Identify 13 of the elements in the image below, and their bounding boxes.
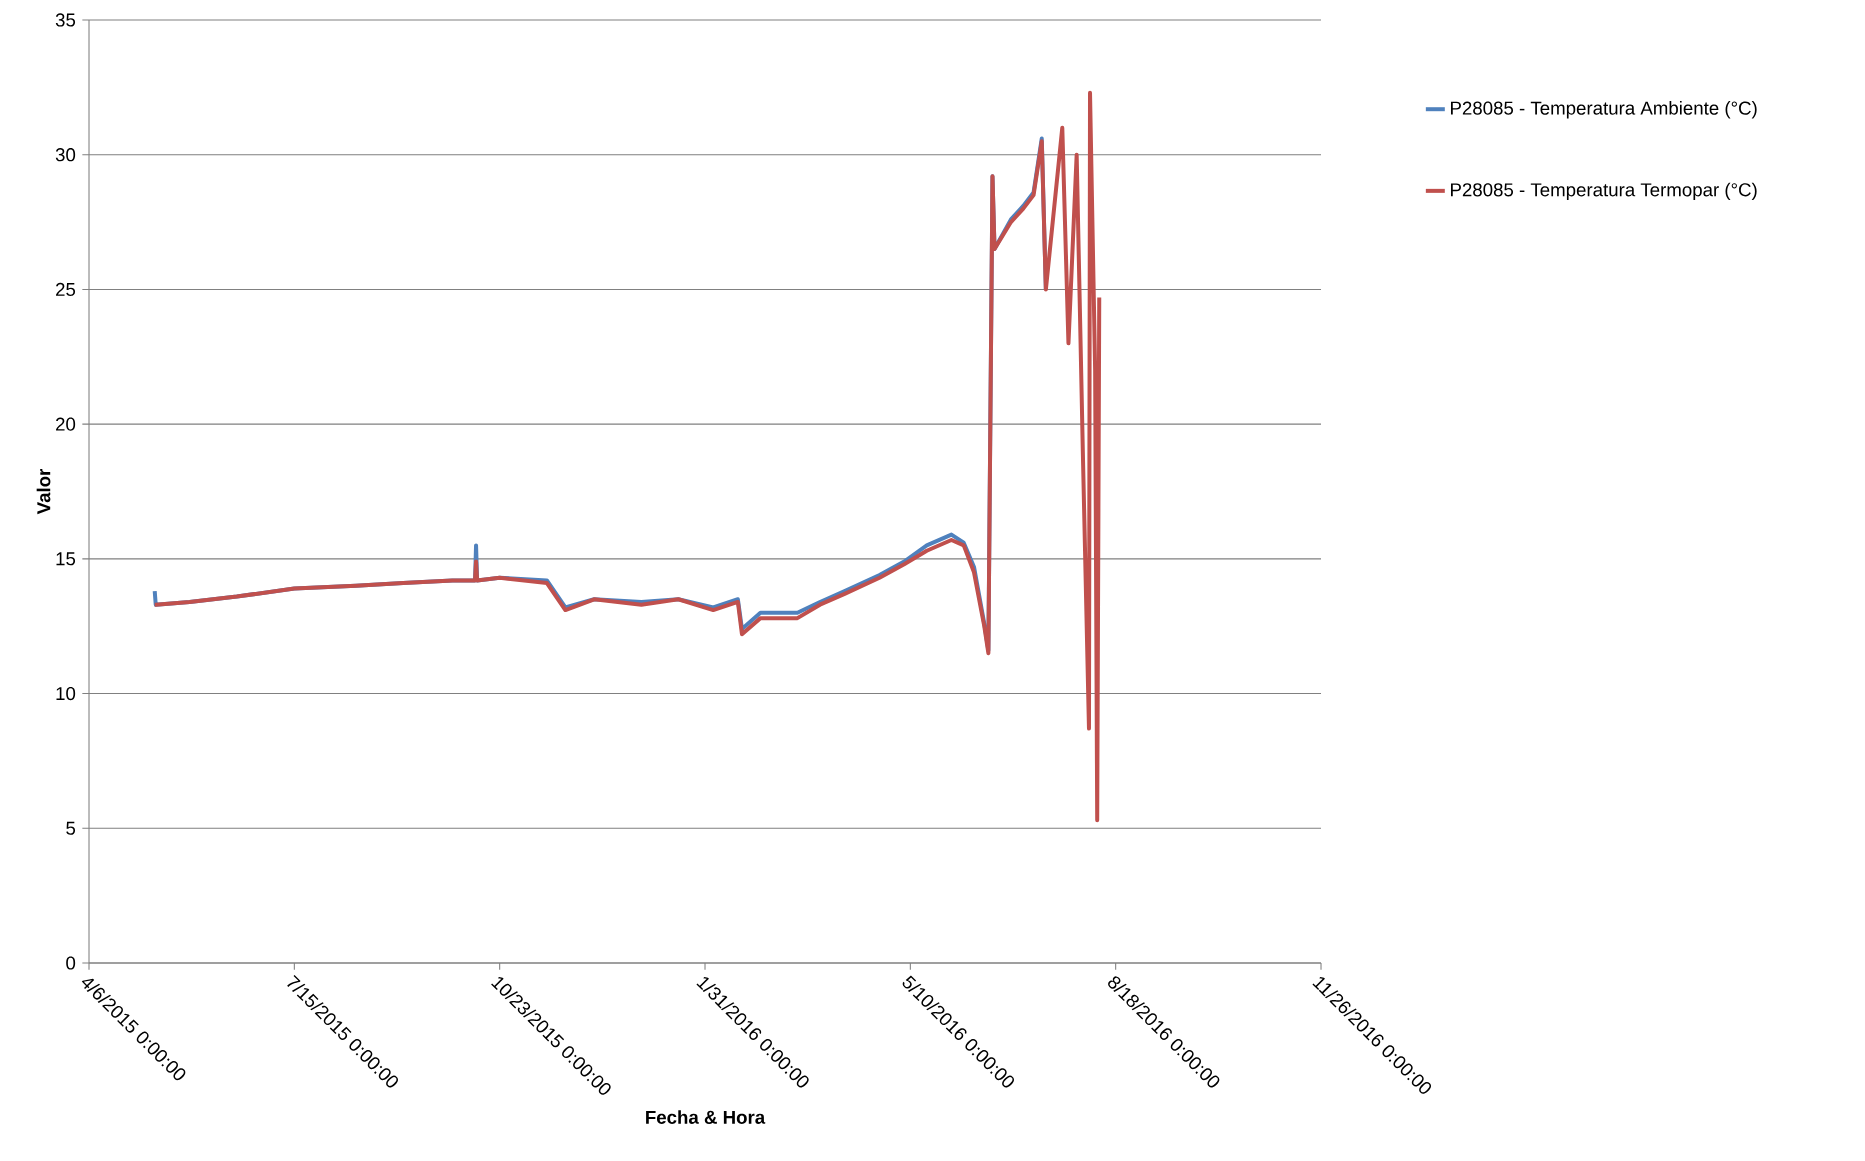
line-series — [152, 90, 1102, 823]
y-tick-label: 35 — [55, 13, 76, 27]
y-tick-label: 25 — [56, 282, 76, 297]
y-tick-label: 30 — [55, 148, 76, 162]
legend-label: P28085 - Temperatura Termopar (°C) — [1451, 182, 1757, 201]
y-axis-title: Valor — [36, 468, 51, 515]
legend-label: P28085 - Temperatura Ambiente (°C) — [1451, 101, 1757, 119]
y-tick-label: 0 — [66, 956, 76, 970]
x-axis-title: Fecha & Hora — [646, 1110, 766, 1124]
y-tick-label: 15 — [56, 552, 76, 566]
y-tick-label: 5 — [66, 821, 76, 835]
y-tick-label: 20 — [56, 417, 76, 431]
y-tick-label: 10 — [56, 686, 76, 701]
